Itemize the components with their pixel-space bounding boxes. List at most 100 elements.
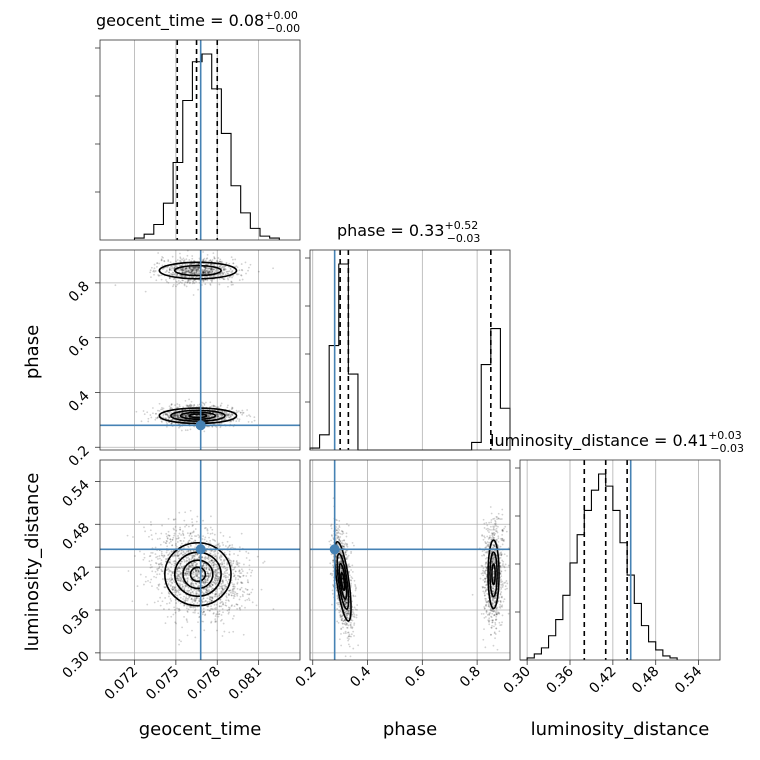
sample-point — [202, 574, 204, 577]
sample-point — [228, 270, 231, 272]
sample-point — [156, 538, 159, 540]
sample-point — [194, 528, 197, 530]
sample-point — [180, 269, 183, 272]
sample-point — [174, 560, 177, 563]
sample-point — [203, 430, 206, 433]
sample-point — [201, 272, 204, 275]
sample-point — [154, 532, 157, 535]
sample-point — [345, 622, 348, 625]
sample-point — [198, 279, 201, 282]
sample-point — [207, 415, 210, 417]
sample-point — [218, 613, 221, 615]
sample-point — [144, 580, 147, 583]
sample-point — [213, 257, 216, 260]
sample-point — [168, 592, 171, 595]
sample-point — [253, 416, 256, 419]
sample-point — [201, 401, 203, 404]
sample-point — [216, 416, 219, 419]
sample-point — [179, 528, 181, 531]
sample-point — [155, 412, 158, 415]
sample-point — [256, 555, 259, 558]
sample-point — [237, 578, 240, 581]
sample-point — [219, 272, 222, 275]
sample-point — [339, 532, 342, 535]
sample-point — [226, 563, 228, 566]
sample-point — [178, 639, 181, 641]
sample-point — [182, 269, 185, 272]
sample-point — [209, 271, 211, 274]
sample-point — [202, 592, 205, 595]
sample-point — [226, 576, 229, 578]
sample-point — [251, 421, 253, 423]
sample-point — [331, 592, 334, 595]
sample-point — [209, 539, 212, 542]
sample-point — [160, 563, 163, 566]
sample-point — [176, 572, 178, 575]
sample-point — [227, 414, 230, 416]
y-tick-label: 0.2 — [66, 443, 93, 470]
sample-point — [220, 416, 222, 418]
sample-point — [196, 276, 198, 279]
sample-point — [222, 418, 224, 421]
sample-point — [186, 580, 189, 583]
sample-point — [182, 275, 184, 278]
sample-point — [188, 605, 191, 608]
sample-point — [187, 546, 190, 549]
sample-point — [238, 562, 241, 565]
sample-point — [138, 521, 141, 523]
sample-point — [249, 575, 252, 577]
sample-point — [158, 402, 161, 405]
sample-point — [188, 404, 191, 407]
sample-point — [205, 568, 208, 571]
sample-point — [179, 562, 182, 565]
sample-point — [150, 416, 153, 419]
sample-point — [186, 270, 189, 273]
sample-point — [332, 564, 334, 567]
sample-point — [195, 414, 198, 417]
x-tick-label: 0.081 — [226, 664, 266, 704]
sample-point — [196, 573, 199, 576]
sample-point — [198, 556, 200, 559]
sample-point — [223, 562, 226, 565]
sample-point — [181, 268, 184, 271]
sample-point — [183, 595, 185, 598]
sample-point — [213, 256, 216, 258]
sample-point — [229, 417, 232, 419]
sample-point — [352, 615, 355, 618]
sample-point — [220, 585, 223, 588]
sample-point — [216, 611, 219, 613]
sample-point — [168, 577, 171, 580]
sample-point — [160, 259, 163, 262]
sample-point — [177, 573, 179, 576]
sample-point — [216, 420, 219, 422]
sample-point — [203, 269, 206, 272]
sample-point — [222, 603, 225, 606]
sample-point — [245, 557, 248, 559]
sample-point — [219, 405, 222, 408]
sample-point — [353, 613, 356, 616]
sample-point — [169, 580, 171, 583]
sample-point — [228, 573, 230, 576]
sample-point — [205, 267, 208, 270]
sample-point — [186, 572, 189, 575]
sample-point — [164, 622, 167, 625]
sample-point — [173, 273, 176, 276]
sample-point — [225, 567, 227, 569]
sample-point — [339, 614, 341, 617]
sample-point — [332, 584, 334, 586]
sample-point — [185, 272, 188, 275]
sample-point — [209, 598, 212, 601]
sample-point — [180, 274, 183, 277]
sample-point — [205, 589, 208, 592]
sample-point — [208, 597, 211, 600]
sample-point — [182, 269, 185, 271]
sample-point — [214, 550, 217, 553]
sample-point — [220, 565, 223, 568]
sample-point — [185, 404, 188, 407]
sample-point — [190, 268, 193, 271]
sample-point — [166, 422, 168, 425]
sample-point — [356, 604, 359, 606]
sample-point — [222, 603, 224, 606]
sample-point — [179, 252, 181, 255]
sample-point — [195, 562, 198, 565]
